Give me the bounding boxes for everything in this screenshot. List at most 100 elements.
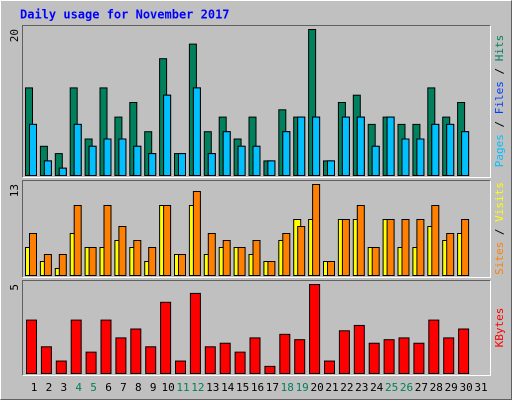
bar: [294, 339, 306, 374]
bar: [428, 319, 440, 375]
x-tick-label: 7: [120, 381, 127, 394]
bar: [386, 116, 395, 176]
bar: [192, 87, 201, 176]
x-tick-label: 19: [296, 381, 309, 394]
bar: [43, 254, 52, 276]
bar: [103, 138, 112, 176]
x-tick-label: 26: [400, 381, 413, 394]
bar: [252, 240, 261, 276]
bar: [279, 333, 291, 374]
bar: [29, 123, 37, 176]
bar: [26, 319, 37, 375]
bar: [416, 138, 425, 176]
bar: [103, 205, 112, 276]
y-axis-label-part: Pages: [493, 134, 506, 167]
bar: [371, 247, 380, 276]
bar: [130, 328, 142, 374]
x-tick-label: 9: [150, 381, 157, 394]
x-tick-label: 5: [90, 381, 97, 394]
panel-frame: [22, 280, 491, 376]
x-tick-label: 29: [445, 381, 458, 394]
bar: [282, 233, 291, 276]
y-axis-label-part: Sites: [493, 242, 506, 275]
bar: [341, 219, 350, 276]
bar: [29, 233, 37, 276]
bar: [327, 261, 335, 276]
bar: [338, 330, 350, 374]
bar: [178, 254, 186, 276]
x-tick-label: 2: [46, 381, 53, 394]
bar: [461, 131, 470, 176]
bar: [282, 131, 291, 176]
bar: [175, 360, 186, 375]
bar: [249, 337, 261, 374]
bar: [73, 205, 82, 276]
bar: [207, 233, 216, 276]
bar: [353, 324, 365, 375]
bar: [443, 337, 455, 374]
bar: [446, 123, 455, 176]
x-tick-label: 8: [135, 381, 142, 394]
bar: [219, 342, 231, 374]
x-tick-label: 14: [221, 381, 235, 394]
bar: [237, 145, 246, 177]
bar: [234, 351, 246, 375]
bar: [133, 145, 142, 177]
x-tick-label: 1: [31, 381, 38, 394]
x-tick-label: 17: [266, 381, 279, 394]
bar: [383, 339, 395, 374]
panel-frame: [22, 180, 491, 278]
x-tick-label: 12: [191, 381, 204, 394]
bar: [118, 226, 127, 276]
bar: [371, 145, 380, 177]
x-tick-label: 3: [60, 381, 67, 394]
bar: [189, 292, 201, 374]
y-axis-label-part: Files: [493, 81, 506, 114]
x-tick-label: 31: [474, 381, 487, 394]
bar: [222, 240, 231, 276]
bar: [267, 160, 276, 176]
x-tick-label: 22: [340, 381, 353, 394]
y-axis-label-part: /: [493, 114, 506, 134]
y-tick-label: 13: [8, 184, 21, 197]
bar: [297, 226, 306, 276]
bar: [413, 342, 425, 374]
x-tick-label: 21: [325, 381, 338, 394]
y-axis-label-part: /: [493, 222, 506, 242]
bar: [368, 342, 380, 374]
x-tick-label: 6: [105, 381, 112, 394]
bar: [204, 346, 216, 374]
bar: [85, 351, 97, 375]
bar: [88, 145, 97, 177]
x-tick-label: 23: [355, 381, 368, 394]
x-tick-label: 13: [206, 381, 219, 394]
bar: [327, 160, 335, 176]
bar: [356, 116, 365, 176]
bar: [118, 138, 127, 176]
bar: [148, 153, 157, 177]
x-tick-label: 18: [281, 381, 294, 394]
x-tick-label: 27: [415, 381, 428, 394]
bar: [70, 319, 82, 375]
bar: [145, 346, 157, 374]
panel-frame: [22, 25, 491, 178]
bar: [58, 254, 67, 276]
bar: [267, 261, 276, 276]
y-axis-label-part: Hits: [493, 35, 506, 62]
y-axis-label: Pages / Files / Hits: [493, 35, 506, 168]
bar: [192, 191, 201, 276]
y-axis-label: KBytes: [493, 308, 506, 348]
x-tick-label: 4: [75, 381, 82, 394]
panel-frame: [22, 180, 491, 278]
x-tick-label: 15: [236, 381, 249, 394]
bar: [88, 247, 97, 276]
bar: [207, 153, 216, 177]
x-tick-label: 25: [385, 381, 398, 394]
bar: [401, 219, 410, 276]
bar: [416, 219, 425, 276]
bar: [58, 167, 67, 176]
bar: [401, 138, 410, 176]
